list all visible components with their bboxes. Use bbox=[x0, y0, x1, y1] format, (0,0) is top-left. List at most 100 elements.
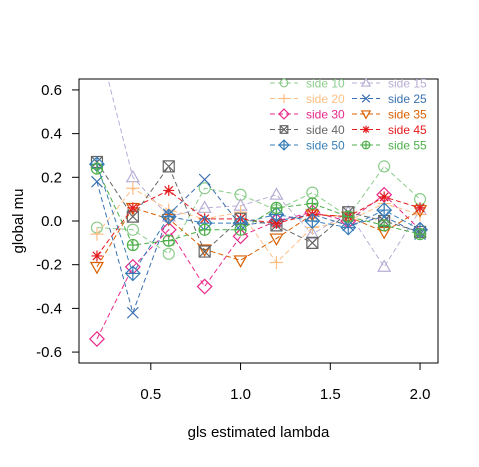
data-point-side-30 bbox=[88, 330, 105, 347]
series-layer bbox=[88, 29, 429, 347]
data-point-side-50 bbox=[124, 265, 141, 282]
data-point-side-15 bbox=[269, 187, 284, 200]
legend-item-side-50: side 50 bbox=[270, 139, 345, 153]
data-point-side-55 bbox=[413, 228, 427, 241]
legend-item-side-15: side 15 bbox=[352, 77, 427, 91]
data-point-side-20 bbox=[126, 181, 140, 195]
legend-marker bbox=[361, 140, 371, 150]
data-point-side-10 bbox=[306, 186, 319, 199]
data-point-side-35 bbox=[89, 261, 105, 275]
legend-marker bbox=[362, 125, 370, 134]
legend-marker bbox=[279, 93, 289, 104]
data-point-side-50 bbox=[340, 219, 357, 236]
y-axis: -0.6 -0.4 -0.2 0.0 0.2 0.4 0.6 bbox=[36, 82, 80, 361]
data-point-side-50 bbox=[160, 208, 177, 225]
data-point-side-45 bbox=[414, 202, 426, 214]
x-tick-label: 0.5 bbox=[140, 386, 161, 403]
legend-marker bbox=[360, 110, 372, 120]
x-axis-label: gls estimated lambda bbox=[188, 424, 330, 441]
data-point-side-45 bbox=[91, 250, 103, 262]
data-point-side-45 bbox=[378, 191, 390, 203]
data-point-side-30 bbox=[196, 278, 213, 295]
legend-item-side-30: side 30 bbox=[270, 108, 345, 122]
data-point-side-45 bbox=[163, 184, 175, 196]
series-line-side-55 bbox=[96, 168, 421, 246]
series-side-40 bbox=[90, 155, 427, 258]
y-tick-label: -0.6 bbox=[36, 344, 62, 361]
legend-item-side-10: side 10 bbox=[270, 77, 345, 91]
data-point-side-35 bbox=[233, 255, 248, 268]
legend-marker bbox=[278, 108, 290, 120]
data-point-side-55 bbox=[126, 239, 139, 252]
legend-label: side 15 bbox=[388, 77, 427, 91]
data-point-side-55 bbox=[306, 197, 319, 210]
legend-marker bbox=[279, 125, 289, 134]
series-line-side-30 bbox=[96, 194, 421, 340]
legend-item-side-20: side 20 bbox=[270, 92, 345, 106]
y-tick-label: 0.6 bbox=[41, 82, 62, 99]
data-point-side-15 bbox=[377, 259, 392, 272]
series-line-side-25 bbox=[96, 178, 421, 315]
data-point-side-40 bbox=[198, 245, 211, 258]
data-point-side-40 bbox=[306, 236, 319, 249]
x-tick-label: 2.0 bbox=[410, 386, 431, 403]
legend-marker bbox=[278, 139, 290, 151]
legend-item-side-45: side 45 bbox=[352, 123, 427, 137]
data-point-side-20 bbox=[90, 227, 104, 241]
data-point-side-15 bbox=[197, 200, 212, 213]
data-point-side-55 bbox=[378, 219, 391, 232]
data-point-side-10 bbox=[162, 247, 175, 260]
data-point-side-40 bbox=[162, 160, 175, 173]
data-point-side-30 bbox=[232, 228, 249, 245]
data-point-side-15 bbox=[305, 226, 320, 240]
data-point-side-35 bbox=[269, 233, 284, 247]
data-point-side-50 bbox=[304, 213, 321, 229]
data-point-side-10 bbox=[126, 223, 139, 236]
legend-label: side 55 bbox=[388, 139, 427, 153]
data-point-side-15 bbox=[91, 29, 103, 40]
data-point-side-25 bbox=[91, 175, 103, 188]
series-line-side-10 bbox=[96, 165, 421, 255]
series-side-15 bbox=[91, 29, 428, 272]
data-point-side-20 bbox=[269, 255, 284, 270]
legend-label: side 25 bbox=[388, 92, 427, 106]
data-point-side-55 bbox=[162, 234, 175, 247]
legend-label: side 40 bbox=[306, 123, 345, 137]
data-point-side-55 bbox=[342, 210, 355, 223]
data-point-side-25 bbox=[198, 173, 211, 186]
data-point-side-35 bbox=[197, 244, 212, 257]
y-axis-label: global mu bbox=[10, 188, 27, 253]
x-tick-label: 1.0 bbox=[230, 386, 251, 403]
data-point-side-50 bbox=[376, 202, 393, 219]
legend-marker bbox=[361, 94, 371, 103]
series-line-side-40 bbox=[96, 161, 421, 253]
series-side-10 bbox=[90, 160, 427, 260]
series-side-30 bbox=[88, 186, 429, 347]
data-point-side-55 bbox=[234, 223, 247, 236]
x-tick-label: 1.5 bbox=[320, 386, 341, 403]
x-axis: 0.5 1.0 1.5 2.0 bbox=[140, 362, 431, 403]
legend-marker bbox=[279, 78, 289, 88]
data-point-side-25 bbox=[126, 306, 139, 319]
y-tick-label: -0.2 bbox=[36, 257, 62, 274]
data-point-side-10 bbox=[198, 182, 211, 195]
y-tick-label: 0.0 bbox=[41, 213, 62, 230]
series-line-side-35 bbox=[96, 207, 421, 268]
series-line-side-50 bbox=[96, 164, 421, 275]
series-side-55 bbox=[90, 162, 427, 252]
legend-item-side-40: side 40 bbox=[270, 123, 345, 137]
legend-label: side 45 bbox=[388, 123, 427, 137]
series-line-side-20 bbox=[96, 187, 421, 264]
legend-label: side 20 bbox=[306, 92, 345, 106]
data-point-side-10 bbox=[378, 160, 391, 173]
y-tick-label: 0.2 bbox=[41, 169, 62, 186]
series-side-25 bbox=[91, 173, 426, 319]
data-point-side-45 bbox=[127, 202, 139, 214]
legend-item-side-55: side 55 bbox=[352, 139, 427, 153]
series-line-side-15 bbox=[107, 79, 421, 268]
data-point-side-40 bbox=[126, 210, 139, 223]
data-point-side-55 bbox=[198, 223, 211, 236]
data-point-side-45 bbox=[270, 217, 282, 229]
